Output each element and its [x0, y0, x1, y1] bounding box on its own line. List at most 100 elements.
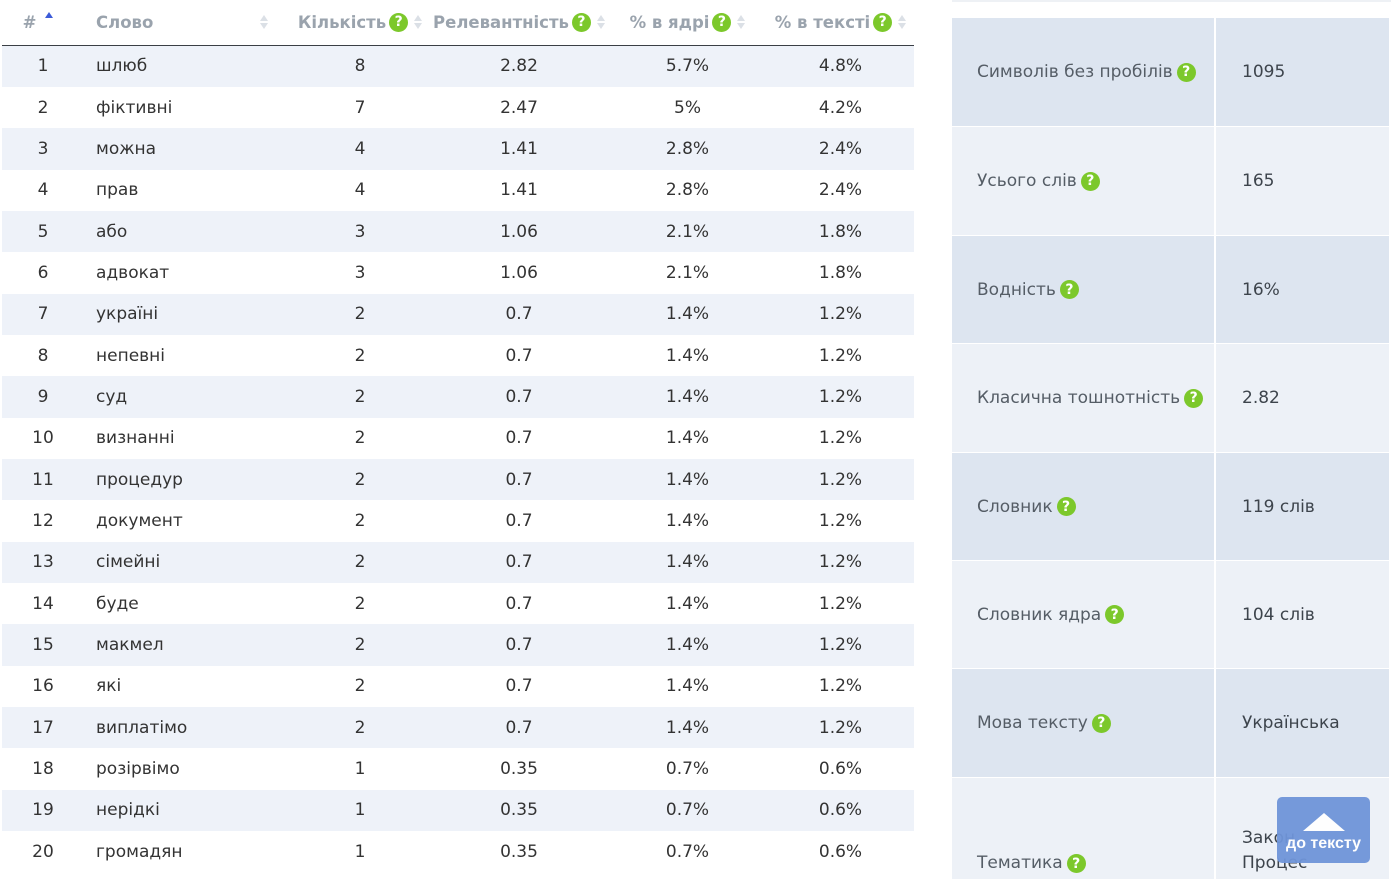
help-icon[interactable]: ? — [873, 12, 893, 32]
table-row: 4 прав 4 1.41 2.8% 2.4% — [2, 169, 914, 211]
keyword-cell: які — [84, 665, 290, 707]
stat-label-text: Словник — [977, 496, 1053, 517]
sort-icon[interactable] — [898, 15, 907, 30]
column-header-relevance-label: Релевантність — [433, 12, 569, 32]
text-pct-cell: 1.2% — [767, 707, 914, 749]
stat-row: Усього слів? 165 — [952, 127, 1389, 235]
stat-label-text: Усього слів — [977, 171, 1077, 191]
help-icon[interactable]: ? — [1066, 854, 1086, 873]
help-icon[interactable]: ? — [712, 12, 732, 32]
core-pct-cell: 1.4% — [608, 458, 767, 501]
core-pct-cell: 0.7% — [608, 831, 767, 873]
table-row: 19 нерідкі 1 0.35 0.7% 0.6% — [2, 789, 914, 832]
core-pct-cell: 1.4% — [608, 665, 767, 707]
table-row: 17 виплатімо 2 0.7 1.4% 1.2% — [2, 707, 914, 749]
row-number: 7 — [2, 293, 84, 335]
table-row: 12 документ 2 0.7 1.4% 1.2% — [2, 500, 914, 542]
help-icon[interactable]: ? — [389, 12, 409, 32]
count-cell: 3 — [290, 252, 430, 294]
count-cell: 2 — [290, 707, 430, 749]
row-number: 14 — [2, 582, 84, 625]
keyword-cell: виплатімо — [84, 707, 290, 749]
stat-value: Українська — [1214, 669, 1389, 777]
table-row: 13 сімейні 2 0.7 1.4% 1.2% — [2, 541, 914, 583]
stat-label-text: Словник ядра — [977, 604, 1102, 625]
help-icon[interactable]: ? — [1176, 62, 1196, 82]
core-pct-cell: 1.4% — [608, 541, 767, 583]
row-number: 20 — [2, 831, 84, 873]
table-row: 9 суд 2 0.7 1.4% 1.2% — [2, 376, 914, 418]
sort-icon[interactable] — [260, 15, 268, 30]
table-row: 7 україні 2 0.7 1.4% 1.2% — [2, 293, 914, 335]
help-icon[interactable]: ? — [1080, 171, 1100, 191]
text-pct-cell: 0.6% — [767, 748, 914, 790]
relevance-cell: 0.35 — [430, 748, 608, 790]
stat-row: Словник ядра? 104 слів — [952, 561, 1389, 668]
count-cell: 1 — [290, 789, 430, 832]
column-header-num[interactable]: # — [2, 0, 84, 46]
table-row: 5 або 3 1.06 2.1% 1.8% — [2, 210, 914, 253]
sort-icon[interactable] — [414, 15, 423, 30]
stat-label-text: Мова тексту — [977, 713, 1088, 733]
count-cell: 1 — [290, 831, 430, 873]
keyword-cell: прав — [84, 169, 290, 211]
help-icon[interactable]: ? — [1056, 497, 1076, 516]
stat-label: Мова тексту? — [952, 669, 1214, 777]
text-pct-cell: 1.2% — [767, 541, 914, 583]
sort-ascending-icon[interactable] — [45, 12, 54, 26]
row-number: 4 — [2, 169, 84, 211]
keyword-cell: визнанні — [84, 417, 290, 459]
table-row: 8 непевні 2 0.7 1.4% 1.2% — [2, 334, 914, 377]
column-header-count[interactable]: Кількість ? — [290, 0, 430, 46]
count-cell: 2 — [290, 665, 430, 707]
back-to-text-label: до тексту — [1286, 835, 1361, 852]
stat-label: Тематика? — [952, 778, 1214, 879]
help-icon[interactable]: ? — [1091, 713, 1111, 733]
sort-icon[interactable] — [737, 15, 746, 30]
row-number: 5 — [2, 210, 84, 253]
keyword-cell: україні — [84, 293, 290, 335]
keyword-cell: шлюб — [84, 45, 290, 87]
stat-row: Мова тексту? Українська — [952, 669, 1389, 777]
column-header-core-pct[interactable]: % в ядрі ? — [608, 0, 767, 46]
text-pct-cell: 1.2% — [767, 665, 914, 707]
relevance-cell: 0.7 — [430, 624, 608, 666]
relevance-cell: 1.41 — [430, 128, 608, 170]
column-header-num-label: # — [22, 12, 37, 32]
help-icon[interactable]: ? — [1184, 388, 1204, 408]
column-header-word[interactable]: Слово — [84, 0, 290, 46]
count-cell: 2 — [290, 624, 430, 666]
help-icon[interactable]: ? — [571, 12, 591, 32]
core-pct-cell: 1.4% — [608, 500, 767, 542]
help-icon[interactable]: ? — [1059, 280, 1079, 299]
core-pct-cell: 2.8% — [608, 128, 767, 170]
help-icon[interactable]: ? — [1105, 605, 1125, 624]
core-pct-cell: 1.4% — [608, 582, 767, 625]
keyword-table-container: # Слово Кількість ? — [2, 0, 914, 879]
stat-value: 2.82 — [1214, 344, 1389, 452]
core-pct-cell: 1.4% — [608, 376, 767, 418]
row-number: 9 — [2, 376, 84, 418]
stat-row: Класична тошнотність? 2.82 — [952, 344, 1389, 452]
relevance-cell: 0.7 — [430, 417, 608, 459]
column-header-relevance[interactable]: Релевантність ? — [430, 0, 608, 46]
core-pct-cell: 0.7% — [608, 789, 767, 832]
table-row: 10 визнанні 2 0.7 1.4% 1.2% — [2, 417, 914, 459]
core-pct-cell: 2.1% — [608, 210, 767, 253]
keyword-cell: фіктивні — [84, 86, 290, 129]
arrow-up-icon — [1302, 813, 1345, 831]
relevance-cell: 1.41 — [430, 169, 608, 211]
core-pct-cell: 2.8% — [608, 169, 767, 211]
stat-label: Усього слів? — [952, 127, 1214, 235]
keyword-cell: можна — [84, 128, 290, 170]
text-pct-cell: 1.2% — [767, 458, 914, 501]
stat-value: 16% — [1214, 236, 1389, 343]
text-pct-cell: 1.2% — [767, 376, 914, 418]
count-cell: 2 — [290, 458, 430, 501]
keyword-cell: нерідкі — [84, 789, 290, 832]
column-header-text-pct[interactable]: % в тексті ? — [767, 0, 914, 46]
sort-icon[interactable] — [596, 15, 605, 30]
back-to-text-button[interactable]: до тексту — [1277, 797, 1370, 863]
relevance-cell: 2.82 — [430, 45, 608, 87]
row-number: 12 — [2, 500, 84, 542]
